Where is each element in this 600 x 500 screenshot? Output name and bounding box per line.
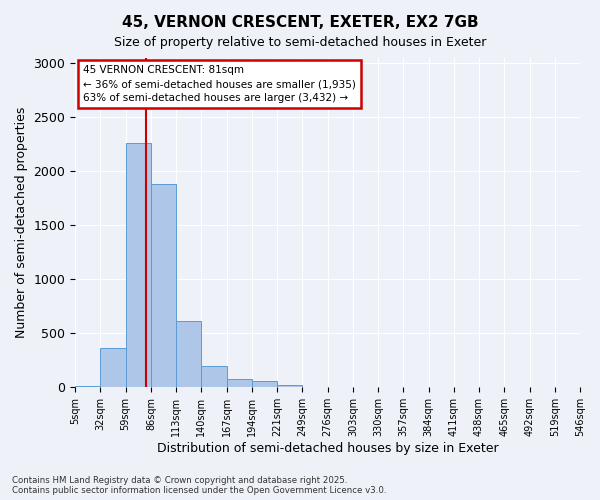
Bar bbox=[75, 386, 100, 388]
Bar bbox=[302, 387, 328, 388]
Text: 45, VERNON CRESCENT, EXETER, EX2 7GB: 45, VERNON CRESCENT, EXETER, EX2 7GB bbox=[122, 15, 478, 30]
Bar bbox=[125, 143, 151, 388]
Bar bbox=[252, 382, 277, 388]
X-axis label: Distribution of semi-detached houses by size in Exeter: Distribution of semi-detached houses by … bbox=[157, 442, 499, 455]
Text: Size of property relative to semi-detached houses in Exeter: Size of property relative to semi-detach… bbox=[114, 36, 486, 49]
Bar bbox=[202, 366, 227, 388]
Bar bbox=[277, 384, 302, 388]
Y-axis label: Number of semi-detached properties: Number of semi-detached properties bbox=[15, 106, 28, 338]
Bar bbox=[227, 378, 252, 388]
Bar bbox=[151, 184, 176, 388]
Bar bbox=[176, 322, 202, 388]
Text: 45 VERNON CRESCENT: 81sqm
← 36% of semi-detached houses are smaller (1,935)
63% : 45 VERNON CRESCENT: 81sqm ← 36% of semi-… bbox=[83, 65, 356, 103]
Bar bbox=[100, 348, 125, 388]
Text: Contains HM Land Registry data © Crown copyright and database right 2025.
Contai: Contains HM Land Registry data © Crown c… bbox=[12, 476, 386, 495]
